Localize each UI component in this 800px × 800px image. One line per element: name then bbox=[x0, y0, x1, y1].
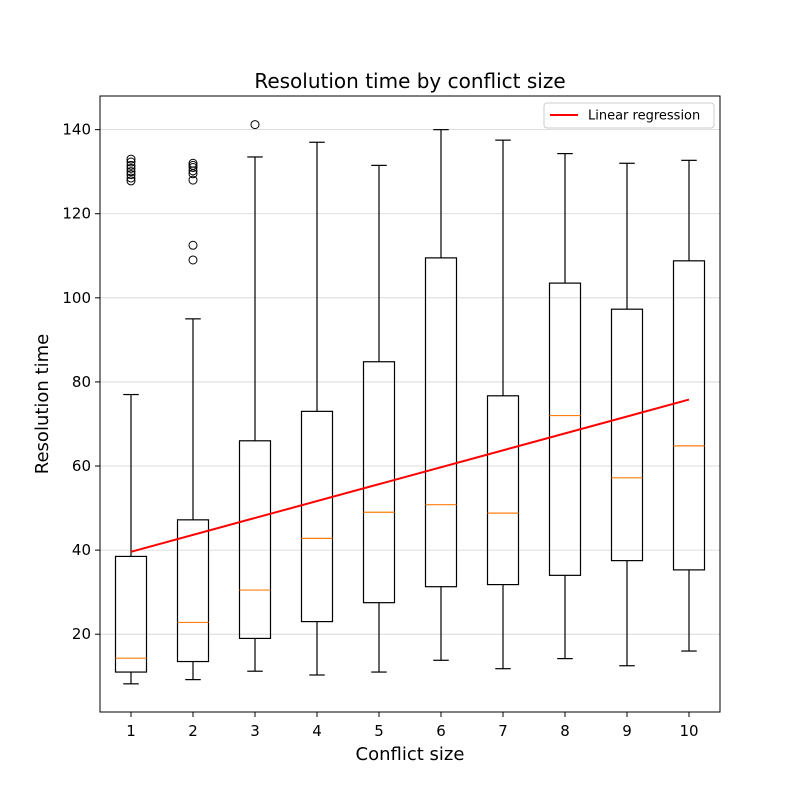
box-group bbox=[114, 154, 148, 685]
y-tick-label: 20 bbox=[72, 625, 91, 643]
y-axis-label: Resolution time bbox=[32, 334, 53, 474]
outlier-point bbox=[126, 157, 136, 167]
outlier-point bbox=[126, 173, 136, 183]
outlier-point bbox=[126, 170, 136, 180]
regression-line bbox=[130, 398, 690, 553]
tick-layer: 20 40 60 80 100 120 140 1 2 3 4 5 6 7 8 9 10 bbox=[62, 121, 698, 740]
outlier-point bbox=[188, 158, 198, 168]
x-tick-label: 5 bbox=[374, 722, 384, 740]
box-group bbox=[672, 159, 706, 652]
grid-layer bbox=[100, 129, 720, 635]
box-group bbox=[176, 158, 210, 681]
x-tick-label: 9 bbox=[622, 722, 632, 740]
box-iqr bbox=[176, 519, 210, 663]
outlier-point bbox=[188, 175, 198, 185]
outlier-point bbox=[126, 176, 136, 186]
x-axis-label: Conflict size bbox=[356, 744, 465, 765]
legend: Linear regression bbox=[543, 102, 715, 129]
outlier-point bbox=[188, 240, 198, 250]
x-tick-label: 7 bbox=[498, 722, 508, 740]
box-group bbox=[238, 120, 272, 672]
box-iqr bbox=[486, 395, 520, 586]
legend-frame bbox=[543, 102, 715, 129]
outlier-point bbox=[126, 163, 136, 173]
x-tick-label: 6 bbox=[436, 722, 446, 740]
box-iqr bbox=[300, 410, 334, 623]
outlier-point bbox=[188, 255, 198, 265]
box-iqr bbox=[610, 308, 644, 562]
box-group bbox=[424, 129, 458, 661]
chart-title: Resolution time by conflict size bbox=[254, 69, 565, 93]
y-tick-label: 100 bbox=[62, 289, 91, 307]
box-iqr bbox=[424, 257, 458, 588]
box-iqr bbox=[114, 555, 148, 673]
y-tick-label: 60 bbox=[72, 457, 91, 475]
y-tick-label: 40 bbox=[72, 541, 91, 559]
outlier-point bbox=[126, 167, 136, 177]
outlier-point bbox=[250, 120, 260, 130]
box-group bbox=[486, 139, 520, 670]
box-iqr bbox=[362, 361, 396, 604]
plot-frame bbox=[99, 95, 721, 713]
outlier-point bbox=[126, 154, 136, 164]
x-tick-label: 1 bbox=[126, 722, 136, 740]
x-tick-label: 2 bbox=[188, 722, 198, 740]
outlier-point bbox=[188, 162, 198, 172]
box-group bbox=[300, 141, 334, 676]
box-iqr bbox=[672, 260, 706, 571]
x-tick-label: 4 bbox=[312, 722, 322, 740]
box-group bbox=[362, 164, 396, 673]
y-tick-label: 120 bbox=[62, 205, 91, 223]
outlier-point bbox=[126, 160, 136, 170]
x-tick-label: 10 bbox=[679, 722, 698, 740]
box-group bbox=[610, 162, 644, 667]
box-layer bbox=[114, 120, 706, 685]
legend-label-regression: Linear regression bbox=[588, 109, 700, 124]
y-tick-label: 140 bbox=[62, 121, 91, 139]
y-tick-label: 80 bbox=[72, 373, 91, 391]
x-tick-label: 8 bbox=[560, 722, 570, 740]
regression-layer bbox=[130, 398, 690, 553]
box-iqr bbox=[238, 440, 272, 640]
outlier-point bbox=[188, 160, 198, 170]
x-tick-label: 3 bbox=[250, 722, 260, 740]
